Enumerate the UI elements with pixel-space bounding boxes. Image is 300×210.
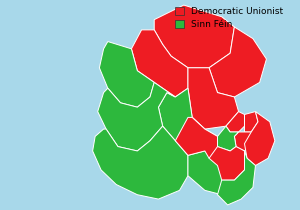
Polygon shape — [93, 126, 188, 199]
Polygon shape — [99, 42, 154, 107]
Polygon shape — [131, 30, 188, 97]
Polygon shape — [188, 68, 238, 129]
Polygon shape — [244, 112, 275, 165]
Polygon shape — [209, 27, 266, 97]
Polygon shape — [98, 82, 175, 151]
Polygon shape — [226, 112, 244, 132]
Polygon shape — [175, 117, 218, 158]
Polygon shape — [154, 5, 234, 68]
Polygon shape — [158, 88, 218, 155]
Polygon shape — [218, 151, 256, 205]
Polygon shape — [234, 132, 253, 151]
Polygon shape — [209, 147, 244, 180]
Polygon shape — [244, 112, 258, 132]
Polygon shape — [218, 126, 239, 151]
Legend: Democratic Unionist, Sinn Féin: Democratic Unionist, Sinn Féin — [173, 5, 285, 31]
Polygon shape — [188, 136, 247, 195]
